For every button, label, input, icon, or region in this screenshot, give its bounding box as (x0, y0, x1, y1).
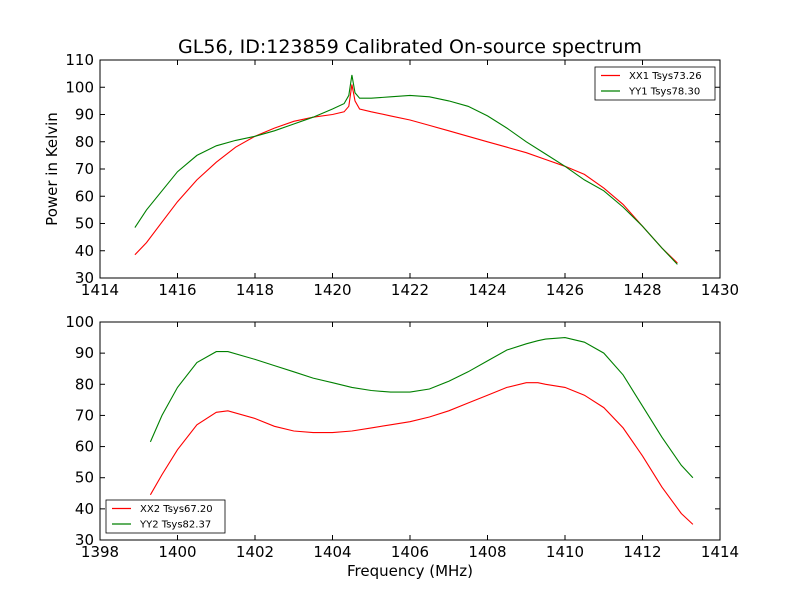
y-tick-label: 90 (75, 344, 94, 362)
y-tick-label: 110 (65, 51, 94, 69)
y-tick-label: 30 (75, 531, 94, 549)
x-tick-label: 1418 (236, 281, 274, 299)
y-tick-label: 100 (65, 78, 94, 96)
y-tick-label: 50 (75, 215, 94, 233)
x-tick-label: 1412 (623, 543, 661, 561)
x-tick-label: 1426 (546, 281, 584, 299)
series-line-2 (134, 74, 678, 265)
x-tick-label: 1422 (391, 281, 429, 299)
chart-panel-1: GL56, ID:123859 Calibrated On-source spe… (43, 36, 739, 299)
x-axis-label: Frequency (MHz) (347, 562, 473, 580)
x-tick-label: 1414 (81, 281, 119, 299)
y-tick-label: 80 (75, 375, 94, 393)
y-tick-label: 40 (75, 500, 94, 518)
y-tick-label: 100 (65, 313, 94, 331)
series-line-1 (134, 84, 678, 264)
y-tick-label: 70 (75, 406, 94, 424)
chart-title: GL56, ID:123859 Calibrated On-source spe… (178, 36, 642, 58)
y-tick-label: 40 (75, 242, 94, 260)
y-tick-label: 60 (75, 187, 94, 205)
y-tick-label: 30 (75, 269, 94, 287)
x-tick-label: 1416 (158, 281, 196, 299)
x-tick-label: 1428 (623, 281, 661, 299)
x-tick-label: 1420 (313, 281, 351, 299)
x-tick-label: 1398 (81, 543, 119, 561)
legend: XX2 Tsys67.20 YY2 Tsys82.37 (105, 499, 226, 534)
y-tick-label: 80 (75, 133, 94, 151)
x-tick-label: 1410 (546, 543, 584, 561)
y-axis-label: Power in Kelvin (43, 112, 61, 226)
y-tick-label: 60 (75, 438, 94, 456)
legend-label-1: XX1 Tsys73.26 (629, 71, 702, 82)
x-tick-label: 1404 (313, 543, 351, 561)
legend-box (594, 66, 716, 101)
x-tick-label: 1408 (468, 543, 506, 561)
x-tick-label: 1402 (236, 543, 274, 561)
y-tick-label: 70 (75, 160, 94, 178)
x-tick-label: 1430 (701, 281, 739, 299)
x-tick-label: 1424 (468, 281, 506, 299)
legend-label-2: YY1 Tsys78.30 (628, 87, 700, 98)
series-line-1 (149, 382, 694, 525)
y-tick-label: 50 (75, 469, 94, 487)
chart-panel-2: 1398 1400 1402 1404 1406 1408 1410 1412 1414 30 40… (65, 313, 739, 580)
legend-box (105, 499, 226, 534)
x-tick-label: 1414 (701, 543, 739, 561)
series-line-2 (149, 337, 694, 479)
legend-label-1: XX2 Tsys67.20 (140, 504, 213, 515)
x-tick-label: 1400 (158, 543, 196, 561)
legend-label-2: YY2 Tsys82.37 (139, 520, 211, 531)
legend: XX1 Tsys73.26 YY1 Tsys78.30 (594, 66, 716, 101)
x-tick-label: 1406 (391, 543, 429, 561)
y-tick-label: 90 (75, 106, 94, 124)
